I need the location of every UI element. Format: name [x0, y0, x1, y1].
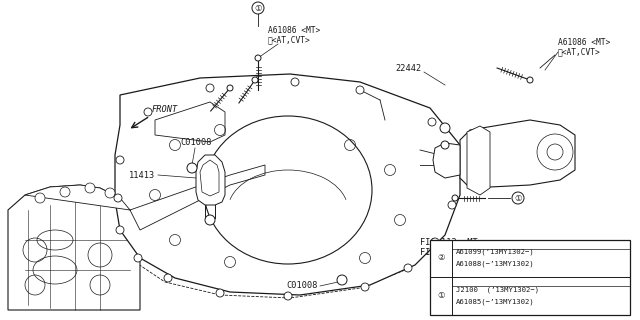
Text: FIG.093: FIG.093	[488, 161, 525, 170]
Polygon shape	[200, 160, 219, 196]
Circle shape	[284, 292, 292, 300]
Circle shape	[60, 187, 70, 197]
Circle shape	[449, 156, 457, 164]
Text: FIG.156<AT,CVT>: FIG.156<AT,CVT>	[420, 247, 499, 257]
Circle shape	[527, 77, 533, 83]
Circle shape	[441, 141, 449, 149]
Text: J2100  (’13MY1302−): J2100 (’13MY1302−)	[456, 287, 539, 293]
Text: ②<AT,CVT>: ②<AT,CVT>	[558, 47, 601, 57]
Polygon shape	[155, 102, 225, 142]
Circle shape	[448, 201, 456, 209]
Polygon shape	[196, 155, 225, 205]
Text: C01008: C01008	[180, 138, 211, 147]
Circle shape	[134, 254, 142, 262]
Text: A61088(−’13MY1302): A61088(−’13MY1302)	[456, 261, 535, 267]
Circle shape	[291, 78, 299, 86]
Circle shape	[337, 275, 347, 285]
Circle shape	[144, 108, 152, 116]
Circle shape	[116, 156, 124, 164]
Circle shape	[227, 85, 233, 91]
Text: 11413: 11413	[129, 171, 155, 180]
Circle shape	[361, 283, 369, 291]
Circle shape	[105, 188, 115, 198]
Text: ①: ①	[515, 194, 522, 203]
Polygon shape	[467, 126, 490, 195]
Circle shape	[35, 193, 45, 203]
Circle shape	[404, 264, 412, 272]
Polygon shape	[115, 74, 460, 295]
Circle shape	[255, 55, 261, 61]
Text: ①: ①	[437, 292, 445, 300]
Text: 22442: 22442	[395, 63, 421, 73]
Polygon shape	[8, 165, 265, 310]
Circle shape	[435, 252, 447, 264]
Circle shape	[85, 183, 95, 193]
Circle shape	[512, 192, 524, 204]
Text: FIG.113 <MT>: FIG.113 <MT>	[420, 237, 483, 246]
Text: A61085(−’13MY1302): A61085(−’13MY1302)	[456, 299, 535, 305]
Text: A61099(’13MY1302−): A61099(’13MY1302−)	[456, 249, 535, 255]
Polygon shape	[25, 165, 265, 230]
Circle shape	[114, 194, 122, 202]
Circle shape	[440, 123, 450, 133]
Circle shape	[252, 2, 264, 14]
Circle shape	[452, 195, 458, 201]
Text: A61086 <MT>: A61086 <MT>	[268, 26, 320, 35]
Text: FRONT: FRONT	[152, 105, 179, 114]
Circle shape	[206, 84, 214, 92]
Circle shape	[164, 274, 172, 282]
Text: A005001083: A005001083	[584, 304, 630, 313]
Text: ②: ②	[437, 253, 445, 262]
Circle shape	[435, 290, 447, 302]
Circle shape	[116, 226, 124, 234]
Circle shape	[252, 77, 258, 83]
Polygon shape	[460, 120, 575, 188]
Text: ①<AT,CVT>: ①<AT,CVT>	[268, 36, 311, 44]
Circle shape	[431, 238, 439, 246]
Circle shape	[216, 289, 224, 297]
Text: ①: ①	[254, 4, 262, 12]
Circle shape	[187, 163, 197, 173]
Circle shape	[205, 215, 215, 225]
Text: C01008: C01008	[287, 282, 318, 291]
Text: A61086 <MT>: A61086 <MT>	[558, 37, 611, 46]
Bar	[430, 240, 630, 315]
Circle shape	[356, 86, 364, 94]
Circle shape	[428, 118, 436, 126]
Polygon shape	[433, 143, 460, 178]
